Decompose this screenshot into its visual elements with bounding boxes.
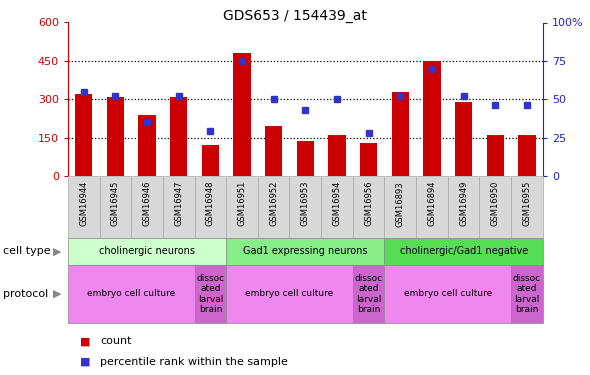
Text: GSM16953: GSM16953: [301, 181, 310, 226]
Bar: [170, 97, 188, 176]
Text: embryo cell culture: embryo cell culture: [87, 290, 175, 298]
Text: protocol: protocol: [3, 289, 48, 299]
Text: GSM16894: GSM16894: [428, 181, 437, 226]
Bar: [511, 176, 543, 238]
Text: GSM16951: GSM16951: [238, 181, 247, 226]
Text: embryo cell culture: embryo cell culture: [245, 290, 333, 298]
Bar: [385, 176, 416, 238]
Bar: [202, 145, 219, 176]
Bar: [226, 265, 353, 323]
Text: GSM16954: GSM16954: [333, 181, 342, 226]
Bar: [233, 53, 251, 176]
Bar: [353, 265, 385, 323]
Text: GSM16948: GSM16948: [206, 181, 215, 226]
Bar: [448, 176, 480, 238]
Text: GSM16955: GSM16955: [523, 181, 532, 226]
Bar: [416, 176, 448, 238]
Text: cholinergic neurons: cholinergic neurons: [99, 246, 195, 256]
Text: GSM16950: GSM16950: [491, 181, 500, 226]
Text: GSM16956: GSM16956: [364, 181, 373, 226]
Bar: [392, 92, 409, 176]
Bar: [385, 238, 543, 265]
Bar: [328, 135, 346, 176]
Text: GSM16949: GSM16949: [459, 181, 468, 226]
Text: GSM16893: GSM16893: [396, 181, 405, 226]
Bar: [480, 176, 511, 238]
Bar: [163, 176, 195, 238]
Bar: [68, 265, 195, 323]
Bar: [195, 176, 226, 238]
Bar: [100, 176, 131, 238]
Text: GSM16944: GSM16944: [79, 181, 88, 226]
Text: GSM16952: GSM16952: [269, 181, 278, 226]
Text: ■: ■: [80, 357, 90, 367]
Text: GSM16945: GSM16945: [111, 181, 120, 226]
Bar: [226, 238, 385, 265]
Text: dissoc
ated
larval
brain: dissoc ated larval brain: [196, 274, 224, 314]
Bar: [68, 176, 100, 238]
Text: GDS653 / 154439_at: GDS653 / 154439_at: [223, 9, 367, 23]
Text: GSM16947: GSM16947: [174, 181, 183, 226]
Bar: [107, 97, 124, 176]
Bar: [353, 176, 385, 238]
Bar: [487, 135, 504, 176]
Text: ■: ■: [80, 336, 90, 346]
Bar: [511, 265, 543, 323]
Bar: [195, 265, 226, 323]
Bar: [423, 61, 441, 176]
Text: ▶: ▶: [54, 246, 62, 256]
Bar: [226, 176, 258, 238]
Bar: [131, 176, 163, 238]
Bar: [68, 238, 226, 265]
Text: GSM16946: GSM16946: [143, 181, 152, 226]
Text: embryo cell culture: embryo cell culture: [404, 290, 492, 298]
Bar: [258, 176, 290, 238]
Text: count: count: [100, 336, 132, 346]
Bar: [321, 176, 353, 238]
Text: cholinergic/Gad1 negative: cholinergic/Gad1 negative: [399, 246, 528, 256]
Bar: [385, 265, 511, 323]
Bar: [518, 135, 536, 176]
Bar: [138, 115, 156, 176]
Text: percentile rank within the sample: percentile rank within the sample: [100, 357, 288, 367]
Bar: [75, 94, 93, 176]
Bar: [265, 126, 283, 176]
Text: cell type: cell type: [3, 246, 51, 256]
Bar: [455, 102, 473, 176]
Bar: [290, 176, 321, 238]
Bar: [360, 143, 378, 176]
Text: Gad1 expressing neurons: Gad1 expressing neurons: [243, 246, 368, 256]
Text: ▶: ▶: [54, 289, 62, 299]
Text: dissoc
ated
larval
brain: dissoc ated larval brain: [355, 274, 383, 314]
Text: dissoc
ated
larval
brain: dissoc ated larval brain: [513, 274, 541, 314]
Bar: [297, 141, 314, 176]
